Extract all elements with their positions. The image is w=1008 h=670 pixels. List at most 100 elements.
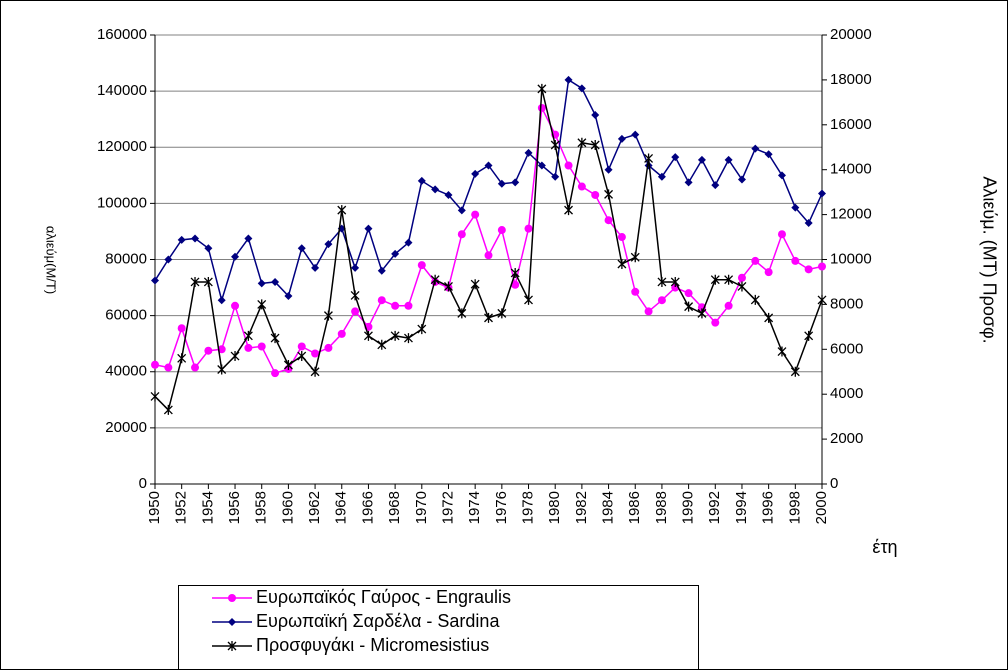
data-point xyxy=(710,274,720,285)
data-point xyxy=(244,343,253,352)
data-point xyxy=(564,161,573,170)
data-point xyxy=(230,351,240,362)
data-point xyxy=(177,353,187,364)
data-point xyxy=(497,308,507,319)
data-point xyxy=(470,279,480,290)
y2-tick-label: 8000 xyxy=(830,295,863,312)
data-point xyxy=(364,224,373,233)
data-point xyxy=(631,287,640,296)
data-point xyxy=(671,153,680,162)
x-tick-label: 1950 xyxy=(146,491,163,524)
x-tick-label: 1988 xyxy=(653,491,670,524)
y2-axis-label: Αλιεύμ. (ΜΤ) Προσφ. xyxy=(979,176,999,343)
data-point xyxy=(217,345,226,354)
y2-tick-label: 16000 xyxy=(830,116,872,133)
y-tick-label: 160000 xyxy=(97,26,147,43)
data-point xyxy=(391,249,400,258)
data-point xyxy=(804,219,813,228)
data-point xyxy=(804,265,813,274)
y-axis-label: αλιεύμ(Μ/Τ) xyxy=(44,226,59,294)
x-tick-label: 1996 xyxy=(760,491,777,524)
x-tick-label: 1998 xyxy=(786,491,803,524)
data-point xyxy=(617,233,626,242)
data-point xyxy=(697,155,706,164)
data-point xyxy=(777,346,787,357)
data-point xyxy=(391,301,400,310)
data-point xyxy=(390,330,400,341)
x-tick-label: 1982 xyxy=(573,491,590,524)
x-tick-label: 1974 xyxy=(466,491,483,524)
data-point xyxy=(631,130,640,139)
y-tick-label: 120000 xyxy=(97,138,147,155)
y-tick-label: 140000 xyxy=(97,82,147,99)
data-point xyxy=(217,364,227,375)
data-point xyxy=(577,137,587,148)
data-point xyxy=(271,277,280,286)
data-point xyxy=(684,178,693,187)
data-point xyxy=(604,165,613,174)
data-point xyxy=(417,324,427,335)
data-point xyxy=(243,330,253,341)
data-point xyxy=(377,339,387,350)
data-point xyxy=(270,333,280,344)
data-point xyxy=(817,294,827,305)
y-tick-label: 80000 xyxy=(105,250,147,267)
data-point xyxy=(404,301,413,310)
data-point xyxy=(617,134,626,143)
data-point xyxy=(151,360,159,369)
x-tick-label: 1994 xyxy=(733,491,750,524)
data-point xyxy=(551,172,560,181)
x-tick-label: 1968 xyxy=(386,491,403,524)
x-tick-label: 1960 xyxy=(279,491,296,524)
y2-tick-label: 6000 xyxy=(830,340,863,357)
data-point xyxy=(350,290,360,301)
y-tick-label: 40000 xyxy=(105,363,147,380)
data-point xyxy=(644,161,653,170)
x-tick-label: 1954 xyxy=(199,491,216,524)
data-point xyxy=(764,312,774,323)
data-point xyxy=(497,226,506,235)
legend-label: Προσφυγάκι - Micromesistius xyxy=(256,635,489,655)
legend-box xyxy=(178,585,699,670)
data-point xyxy=(711,318,720,327)
data-point xyxy=(311,263,320,272)
x-tick-label: 1992 xyxy=(706,491,723,524)
data-point xyxy=(297,342,306,351)
data-point xyxy=(284,291,293,300)
data-point xyxy=(471,210,480,219)
x-tick-label: 1986 xyxy=(626,491,643,524)
x-tick-label: 1956 xyxy=(226,491,243,524)
data-point xyxy=(617,258,627,269)
data-point xyxy=(444,190,453,199)
data-point xyxy=(457,230,466,239)
data-point xyxy=(644,307,653,316)
data-point xyxy=(204,244,213,253)
data-point xyxy=(377,266,386,275)
data-point xyxy=(377,296,386,305)
data-point xyxy=(737,281,747,292)
data-point xyxy=(711,181,720,190)
data-point xyxy=(324,343,333,352)
data-point xyxy=(244,234,253,243)
data-point xyxy=(751,144,760,153)
y2-tick-label: 18000 xyxy=(830,71,872,88)
data-point xyxy=(231,301,240,310)
data-point xyxy=(537,83,547,94)
data-point xyxy=(283,360,293,371)
data-point xyxy=(524,224,533,233)
data-point xyxy=(670,276,680,287)
data-point xyxy=(764,150,773,159)
data-point xyxy=(657,276,667,287)
data-point xyxy=(310,366,320,377)
data-point xyxy=(497,179,506,188)
data-point xyxy=(430,274,440,285)
data-point xyxy=(231,252,240,261)
x-tick-label: 1964 xyxy=(333,491,350,524)
x-tick-label: 1952 xyxy=(173,491,190,524)
data-point xyxy=(790,366,800,377)
x-tick-label: 1958 xyxy=(253,491,270,524)
data-point xyxy=(204,346,213,355)
y-tick-label: 100000 xyxy=(97,194,147,211)
